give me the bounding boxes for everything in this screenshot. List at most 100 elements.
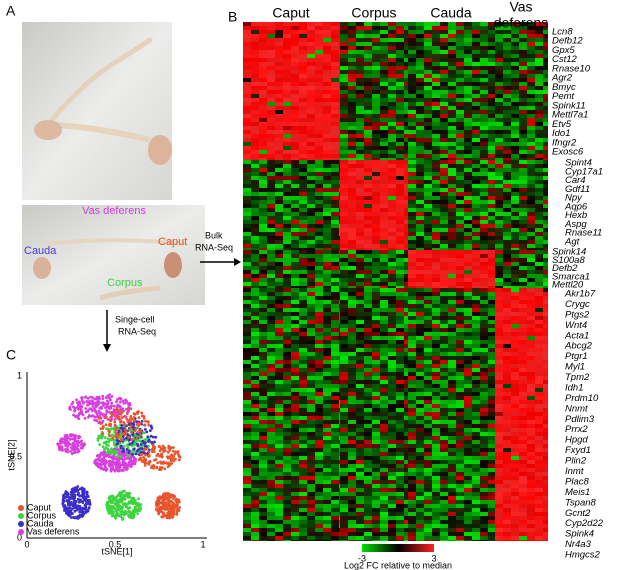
heat-cell (243, 444, 251, 448)
heat-cell (519, 168, 527, 172)
heat-cell (472, 172, 480, 176)
heat-cell (299, 274, 307, 278)
heat-cell (404, 404, 408, 408)
heat-cell (291, 146, 299, 150)
heat-cell (372, 70, 380, 74)
heat-cell (323, 50, 331, 54)
heat-cell (535, 468, 543, 472)
heat-cell (543, 26, 548, 30)
heat-cell (527, 50, 535, 54)
heat-cell (440, 86, 448, 90)
heat-cell (283, 312, 291, 316)
tissue (44, 238, 186, 246)
heat-cell (348, 130, 356, 134)
heat-cell (243, 258, 251, 262)
heat-cell (243, 270, 251, 274)
heat-cell (372, 312, 380, 316)
heat-cell (408, 192, 416, 196)
heat-cell (291, 292, 299, 296)
heat-cell (275, 356, 283, 360)
heat-cell (535, 356, 543, 360)
heat-cell (299, 220, 307, 224)
heat-cell (283, 500, 291, 504)
heat-cell (488, 380, 495, 384)
heat-cell (372, 300, 380, 304)
heat-cell (315, 270, 323, 274)
heat-cell (488, 460, 495, 464)
heat-cell (432, 428, 440, 432)
heat-cell (323, 176, 331, 180)
heat-cell (472, 220, 480, 224)
heat-cell (275, 30, 283, 34)
heat-cell (503, 142, 511, 146)
heat-cell (527, 388, 535, 392)
heat-cell (440, 436, 448, 440)
heat-cell (307, 208, 315, 212)
heat-cell (323, 312, 331, 316)
heat-cell (396, 196, 404, 200)
heat-cell (495, 432, 503, 436)
heat-cell (331, 452, 339, 456)
heat-cell (440, 376, 448, 380)
heat-cell (291, 134, 299, 138)
heat-cell (331, 134, 339, 138)
heat-cell (299, 172, 307, 176)
heat-cell (464, 328, 472, 332)
heat-cell (511, 336, 519, 340)
heat-cell (388, 282, 396, 286)
heat-cell (440, 176, 448, 180)
heat-cell (299, 452, 307, 456)
heat-cell (251, 384, 259, 388)
heat-cell (543, 220, 548, 224)
heat-cell (416, 472, 424, 476)
heat-cell (283, 168, 291, 172)
heat-cell (267, 440, 275, 444)
heat-cell (535, 212, 543, 216)
heat-cell (404, 332, 408, 336)
heat-cell (440, 484, 448, 488)
heat-cell (440, 172, 448, 176)
heat-cell (340, 484, 348, 488)
heat-cell (299, 468, 307, 472)
heat-cell (448, 420, 456, 424)
heat-cell (339, 380, 340, 384)
heat-cell (440, 30, 448, 34)
heat-cell (416, 360, 424, 364)
heat-cell (495, 66, 503, 70)
heat-cell (251, 142, 259, 146)
heat-cell (380, 82, 388, 86)
heat-cell (480, 204, 488, 208)
heat-cell (251, 126, 259, 130)
heat-cell (331, 436, 339, 440)
heat-cell (440, 26, 448, 30)
heat-cell (396, 164, 404, 168)
heat-cell (527, 508, 535, 512)
heat-cell (299, 352, 307, 356)
heat-cell (251, 356, 259, 360)
heat-cell (404, 270, 408, 274)
heat-cell (372, 46, 380, 50)
heat-cell (259, 62, 267, 66)
heat-cell (464, 216, 472, 220)
heat-cell (472, 212, 480, 216)
heat-cell (307, 58, 315, 62)
heat-cell (315, 396, 323, 400)
heat-cell (408, 158, 416, 160)
heat-cell (380, 460, 388, 464)
heat-cell (472, 352, 480, 356)
heat-cell (259, 468, 267, 472)
heat-cell (364, 172, 372, 176)
heat-cell (480, 436, 488, 440)
heat-cell (488, 340, 495, 344)
heat-cell (315, 94, 323, 98)
heat-cell (456, 286, 464, 288)
heat-cell (275, 146, 283, 150)
heat-cell (291, 200, 299, 204)
heat-cell (340, 22, 348, 26)
heat-cell (503, 66, 511, 70)
heat-cell (356, 384, 364, 388)
heat-cell (275, 316, 283, 320)
heat-cell (275, 372, 283, 376)
heat-cell (299, 176, 307, 180)
heat-cell (259, 456, 267, 460)
